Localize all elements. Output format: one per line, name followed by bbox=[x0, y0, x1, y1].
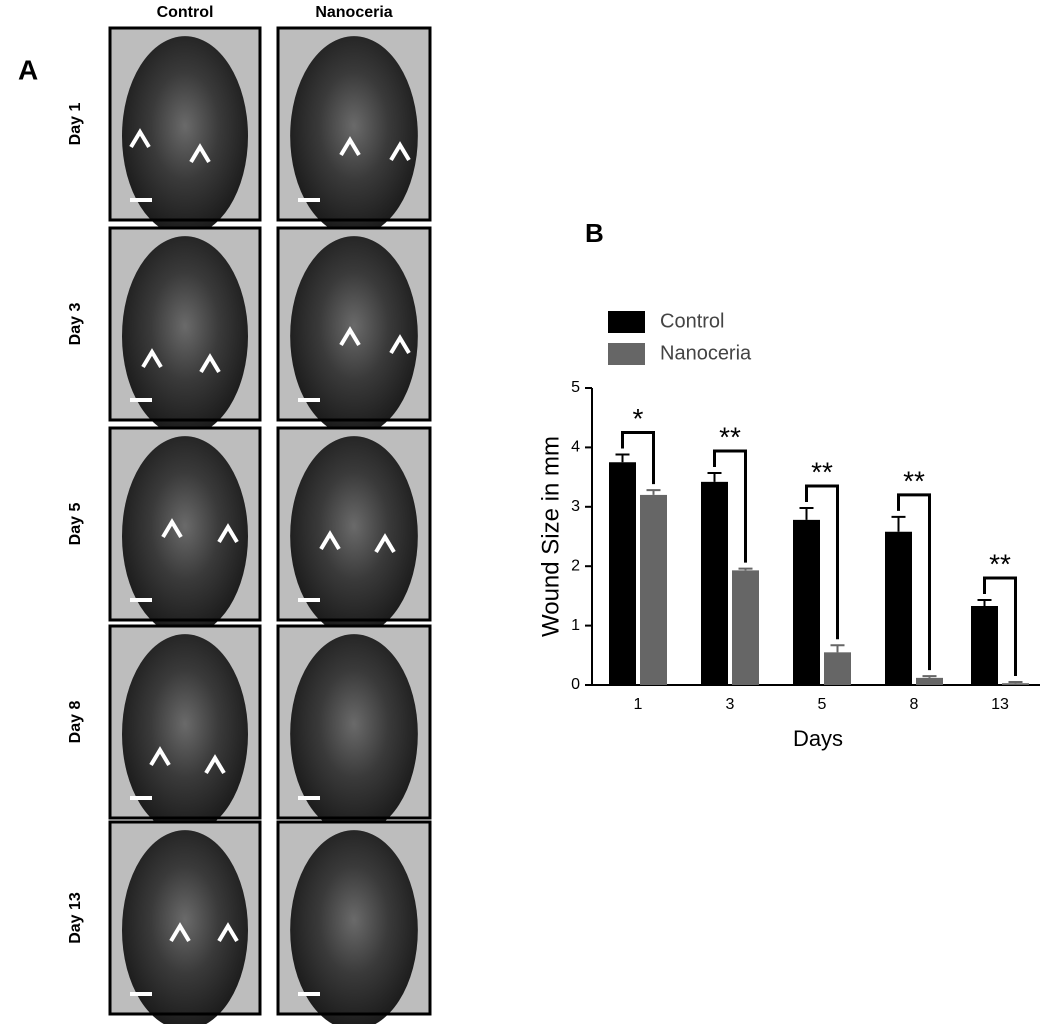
arrowhead bbox=[199, 353, 221, 374]
photo-crop bbox=[276, 26, 432, 222]
bar bbox=[609, 462, 636, 685]
photo-crop bbox=[108, 26, 262, 222]
photo-crop bbox=[108, 426, 262, 622]
x-tick-label: 5 bbox=[818, 696, 827, 713]
photo-crop bbox=[276, 624, 432, 820]
arrowhead bbox=[204, 754, 226, 775]
bar bbox=[916, 677, 943, 685]
arrowhead bbox=[189, 143, 211, 164]
significance-bracket bbox=[983, 576, 1017, 677]
y-tick-label: 0 bbox=[571, 676, 580, 693]
row-label: Day 1 bbox=[67, 103, 84, 146]
mouse-photo bbox=[290, 436, 418, 636]
y-tick-label: 1 bbox=[571, 617, 580, 634]
arrowhead bbox=[339, 136, 361, 157]
significance-bracket bbox=[805, 484, 839, 640]
error-bar bbox=[922, 675, 937, 678]
photo-grid: Control Nanoceria Day 1 Day 3 Day 5 Day 8 Day … bbox=[67, 4, 432, 1024]
error-bar bbox=[891, 515, 906, 532]
significance-label: ** bbox=[811, 456, 833, 487]
column-heading: Nanoceria bbox=[315, 4, 392, 21]
photo-crop bbox=[276, 820, 432, 1016]
chart: 0 1 2 3 4 5 Wound Size in mm Days Control Nanocer… bbox=[537, 310, 1040, 751]
row-label: Day 13 bbox=[67, 892, 84, 944]
arrowhead bbox=[149, 746, 171, 767]
error-bar bbox=[830, 644, 845, 653]
y-tick-label: 4 bbox=[571, 439, 580, 456]
legend-swatch bbox=[608, 311, 645, 333]
mouse-photo bbox=[290, 634, 418, 834]
error-bar bbox=[1008, 681, 1023, 684]
error-bar bbox=[977, 599, 992, 606]
significance-label: ** bbox=[903, 465, 925, 496]
significance-label: ** bbox=[989, 548, 1011, 579]
row-label: Day 5 bbox=[67, 503, 84, 546]
x-tick-label: 13 bbox=[991, 696, 1009, 713]
mouse-photo bbox=[290, 36, 418, 236]
arrowhead bbox=[129, 128, 151, 149]
legend-label: Control bbox=[660, 310, 724, 332]
arrowhead bbox=[169, 922, 191, 943]
photo-crop bbox=[276, 426, 432, 622]
significance-label: * bbox=[633, 403, 644, 434]
bar bbox=[971, 605, 998, 685]
panel-label: B bbox=[585, 218, 604, 248]
error-bar bbox=[738, 567, 753, 571]
error-bar bbox=[799, 506, 814, 520]
photo-crop bbox=[108, 820, 262, 1016]
arrowhead bbox=[161, 518, 183, 539]
arrowhead bbox=[141, 348, 163, 369]
arrowhead bbox=[389, 141, 411, 162]
y-tick-label: 2 bbox=[571, 557, 580, 574]
arrowhead bbox=[389, 334, 411, 355]
bar bbox=[701, 481, 728, 685]
row-label: Day 8 bbox=[67, 701, 84, 744]
mouse-photo bbox=[122, 830, 248, 1024]
photo-crop bbox=[276, 226, 432, 422]
x-tick-label: 8 bbox=[910, 696, 919, 713]
bar bbox=[885, 531, 912, 685]
mouse-photo bbox=[122, 36, 248, 236]
mouse-photo bbox=[290, 830, 418, 1024]
bar bbox=[793, 519, 820, 685]
panel-label: A bbox=[18, 54, 38, 85]
column-heading: Control bbox=[157, 4, 214, 21]
error-bar bbox=[707, 471, 722, 482]
significance-label: ** bbox=[719, 421, 741, 452]
y-tick-label: 5 bbox=[571, 379, 580, 396]
arrowhead bbox=[319, 530, 341, 551]
photo-crop bbox=[108, 226, 262, 422]
significance-bracket bbox=[897, 493, 931, 671]
mouse-photo bbox=[122, 436, 248, 636]
x-tick-label: 1 bbox=[634, 696, 643, 713]
y-axis-title: Wound Size in mm bbox=[537, 436, 564, 637]
bar bbox=[732, 570, 759, 685]
arrowhead bbox=[339, 326, 361, 347]
mouse-photo bbox=[122, 634, 248, 834]
significance-bracket bbox=[621, 431, 655, 485]
photo-crop bbox=[108, 624, 262, 820]
bar bbox=[824, 652, 851, 685]
error-bar bbox=[646, 489, 661, 495]
arrowhead bbox=[217, 922, 239, 943]
x-tick-label: 3 bbox=[726, 696, 735, 713]
x-axis-title: Days bbox=[793, 726, 843, 751]
arrowhead bbox=[374, 533, 396, 554]
bar bbox=[1002, 683, 1029, 685]
legend-swatch bbox=[608, 343, 645, 365]
error-bar bbox=[615, 453, 630, 463]
y-tick-label: 3 bbox=[571, 498, 580, 515]
bar bbox=[640, 494, 667, 685]
arrowhead bbox=[217, 523, 239, 544]
legend-label: Nanoceria bbox=[660, 342, 752, 364]
row-label: Day 3 bbox=[67, 303, 84, 346]
significance-bracket bbox=[713, 449, 747, 563]
mouse-photo bbox=[122, 236, 248, 436]
